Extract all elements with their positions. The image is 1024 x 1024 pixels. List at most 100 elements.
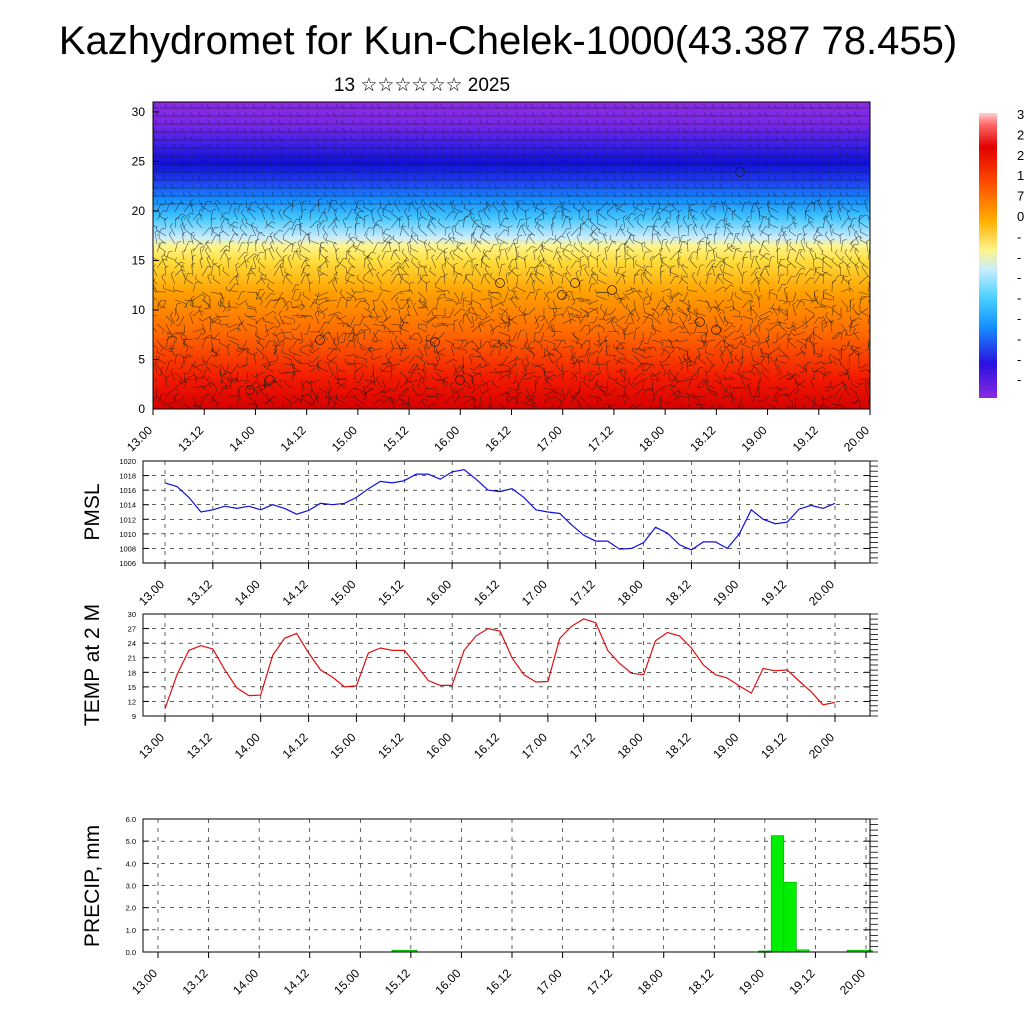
wind-barb-feather bbox=[486, 192, 489, 197]
wind-barb-feather bbox=[857, 192, 860, 197]
wind-barb-feather bbox=[341, 104, 344, 109]
wind-barb bbox=[237, 233, 244, 245]
wind-barb-feather bbox=[292, 199, 297, 202]
wind-barb-feather bbox=[613, 317, 618, 320]
wind-barb-feather bbox=[710, 112, 713, 117]
wind-barb-feather bbox=[271, 104, 274, 109]
wind-barb-feather bbox=[216, 128, 219, 133]
wind-barb-feather bbox=[479, 304, 481, 309]
wind-barb bbox=[356, 278, 365, 285]
wind-barb-feather bbox=[585, 333, 590, 336]
wind-barb-feather bbox=[324, 255, 329, 259]
wind-barb-feather bbox=[302, 209, 307, 211]
wind-barb bbox=[651, 212, 658, 221]
wind-barb-feather bbox=[854, 176, 857, 181]
wind-barb bbox=[840, 323, 848, 333]
wind-barb-feather bbox=[802, 144, 805, 149]
wind-barb bbox=[660, 221, 667, 229]
wind-barb-feather bbox=[778, 305, 781, 310]
wind-barb bbox=[192, 294, 202, 301]
wind-barb bbox=[670, 339, 680, 343]
wind-barb bbox=[289, 351, 302, 357]
wind-barb-feather bbox=[694, 184, 697, 189]
wind-barb-feather bbox=[691, 272, 695, 276]
wind-barb-feather bbox=[641, 176, 644, 181]
wind-barb-feather bbox=[838, 112, 841, 117]
wind-barb-feather bbox=[390, 136, 392, 141]
wind-barb bbox=[282, 227, 291, 237]
wind-barb-feather bbox=[444, 112, 447, 117]
wind-barb-feather bbox=[341, 112, 344, 117]
wind-barb-feather bbox=[269, 246, 273, 250]
wind-barb-feather bbox=[210, 136, 213, 141]
wind-barb bbox=[444, 237, 452, 245]
wind-barb-feather bbox=[512, 286, 516, 290]
wind-barb bbox=[409, 253, 419, 261]
wind-barb-feather bbox=[785, 104, 788, 109]
wind-barb-feather bbox=[504, 229, 509, 232]
wind-barb bbox=[183, 277, 194, 285]
wind-barb-feather bbox=[470, 301, 472, 307]
wind-barb bbox=[723, 233, 730, 245]
wind-barb bbox=[492, 204, 500, 213]
wind-barb bbox=[669, 339, 675, 351]
wind-barb-feather bbox=[269, 340, 274, 342]
wind-barb-feather bbox=[476, 347, 481, 350]
wind-barb bbox=[723, 284, 731, 293]
wind-barb-feather bbox=[153, 192, 156, 197]
wind-barb-feather bbox=[175, 317, 180, 322]
wind-barb bbox=[407, 216, 410, 229]
wind-barb-feather bbox=[324, 297, 328, 302]
wind-barb bbox=[691, 218, 698, 229]
wind-barb-feather bbox=[497, 168, 500, 173]
wind-barb-feather bbox=[865, 214, 869, 217]
wind-barb-feather bbox=[517, 274, 522, 276]
wind-barb-feather bbox=[203, 296, 206, 300]
wind-barb-feather bbox=[577, 176, 580, 181]
wind-barb-feather bbox=[794, 104, 797, 109]
wind-barb-feather bbox=[323, 136, 326, 141]
wind-barb-feather bbox=[659, 120, 662, 125]
wind-barb-feather bbox=[549, 200, 552, 205]
wind-barb-feather bbox=[827, 200, 830, 205]
wind-barb bbox=[516, 286, 527, 293]
wind-barb bbox=[755, 258, 761, 269]
wind-barb bbox=[786, 275, 792, 285]
wind-barb-feather bbox=[833, 304, 838, 307]
wind-barb-feather bbox=[335, 120, 338, 125]
wind-barb-feather bbox=[562, 250, 565, 255]
wind-barb bbox=[805, 213, 815, 221]
wind-barb bbox=[670, 291, 680, 298]
wind-barb-feather bbox=[548, 104, 551, 109]
wind-barb-feather bbox=[813, 313, 815, 318]
wind-barb bbox=[723, 224, 727, 237]
wind-barb bbox=[482, 229, 491, 237]
wind-barb-feather bbox=[180, 264, 184, 268]
wind-barb-feather bbox=[746, 184, 749, 189]
wind-barb bbox=[642, 252, 646, 261]
wind-barb-feather bbox=[694, 128, 697, 133]
wind-barb-feather bbox=[588, 160, 591, 165]
wind-barb bbox=[172, 331, 185, 335]
wind-barb-feather bbox=[704, 128, 707, 133]
wind-barb-feather bbox=[590, 232, 594, 236]
wind-barb bbox=[578, 315, 590, 318]
wind-barb-feather bbox=[561, 313, 565, 318]
wind-barb bbox=[537, 228, 545, 237]
wind-barb-feather bbox=[609, 234, 612, 239]
wind-barb-feather bbox=[748, 112, 751, 117]
wind-barb-feather bbox=[765, 328, 770, 331]
wind-barb bbox=[741, 291, 752, 296]
wind-barb-feather bbox=[251, 192, 254, 197]
wind-barb-feather bbox=[774, 200, 777, 205]
wind-barb bbox=[417, 267, 420, 277]
wind-barb bbox=[153, 267, 158, 277]
wind-barb-feather bbox=[746, 220, 751, 222]
wind-barb bbox=[562, 253, 572, 261]
wind-barb-feather bbox=[757, 120, 760, 125]
wind-barb-feather bbox=[243, 184, 246, 189]
wind-barb-feather bbox=[739, 357, 744, 360]
wind-barb-feather bbox=[371, 251, 376, 254]
wind-barb-feather bbox=[344, 160, 347, 165]
wind-barb-feather bbox=[375, 317, 379, 322]
